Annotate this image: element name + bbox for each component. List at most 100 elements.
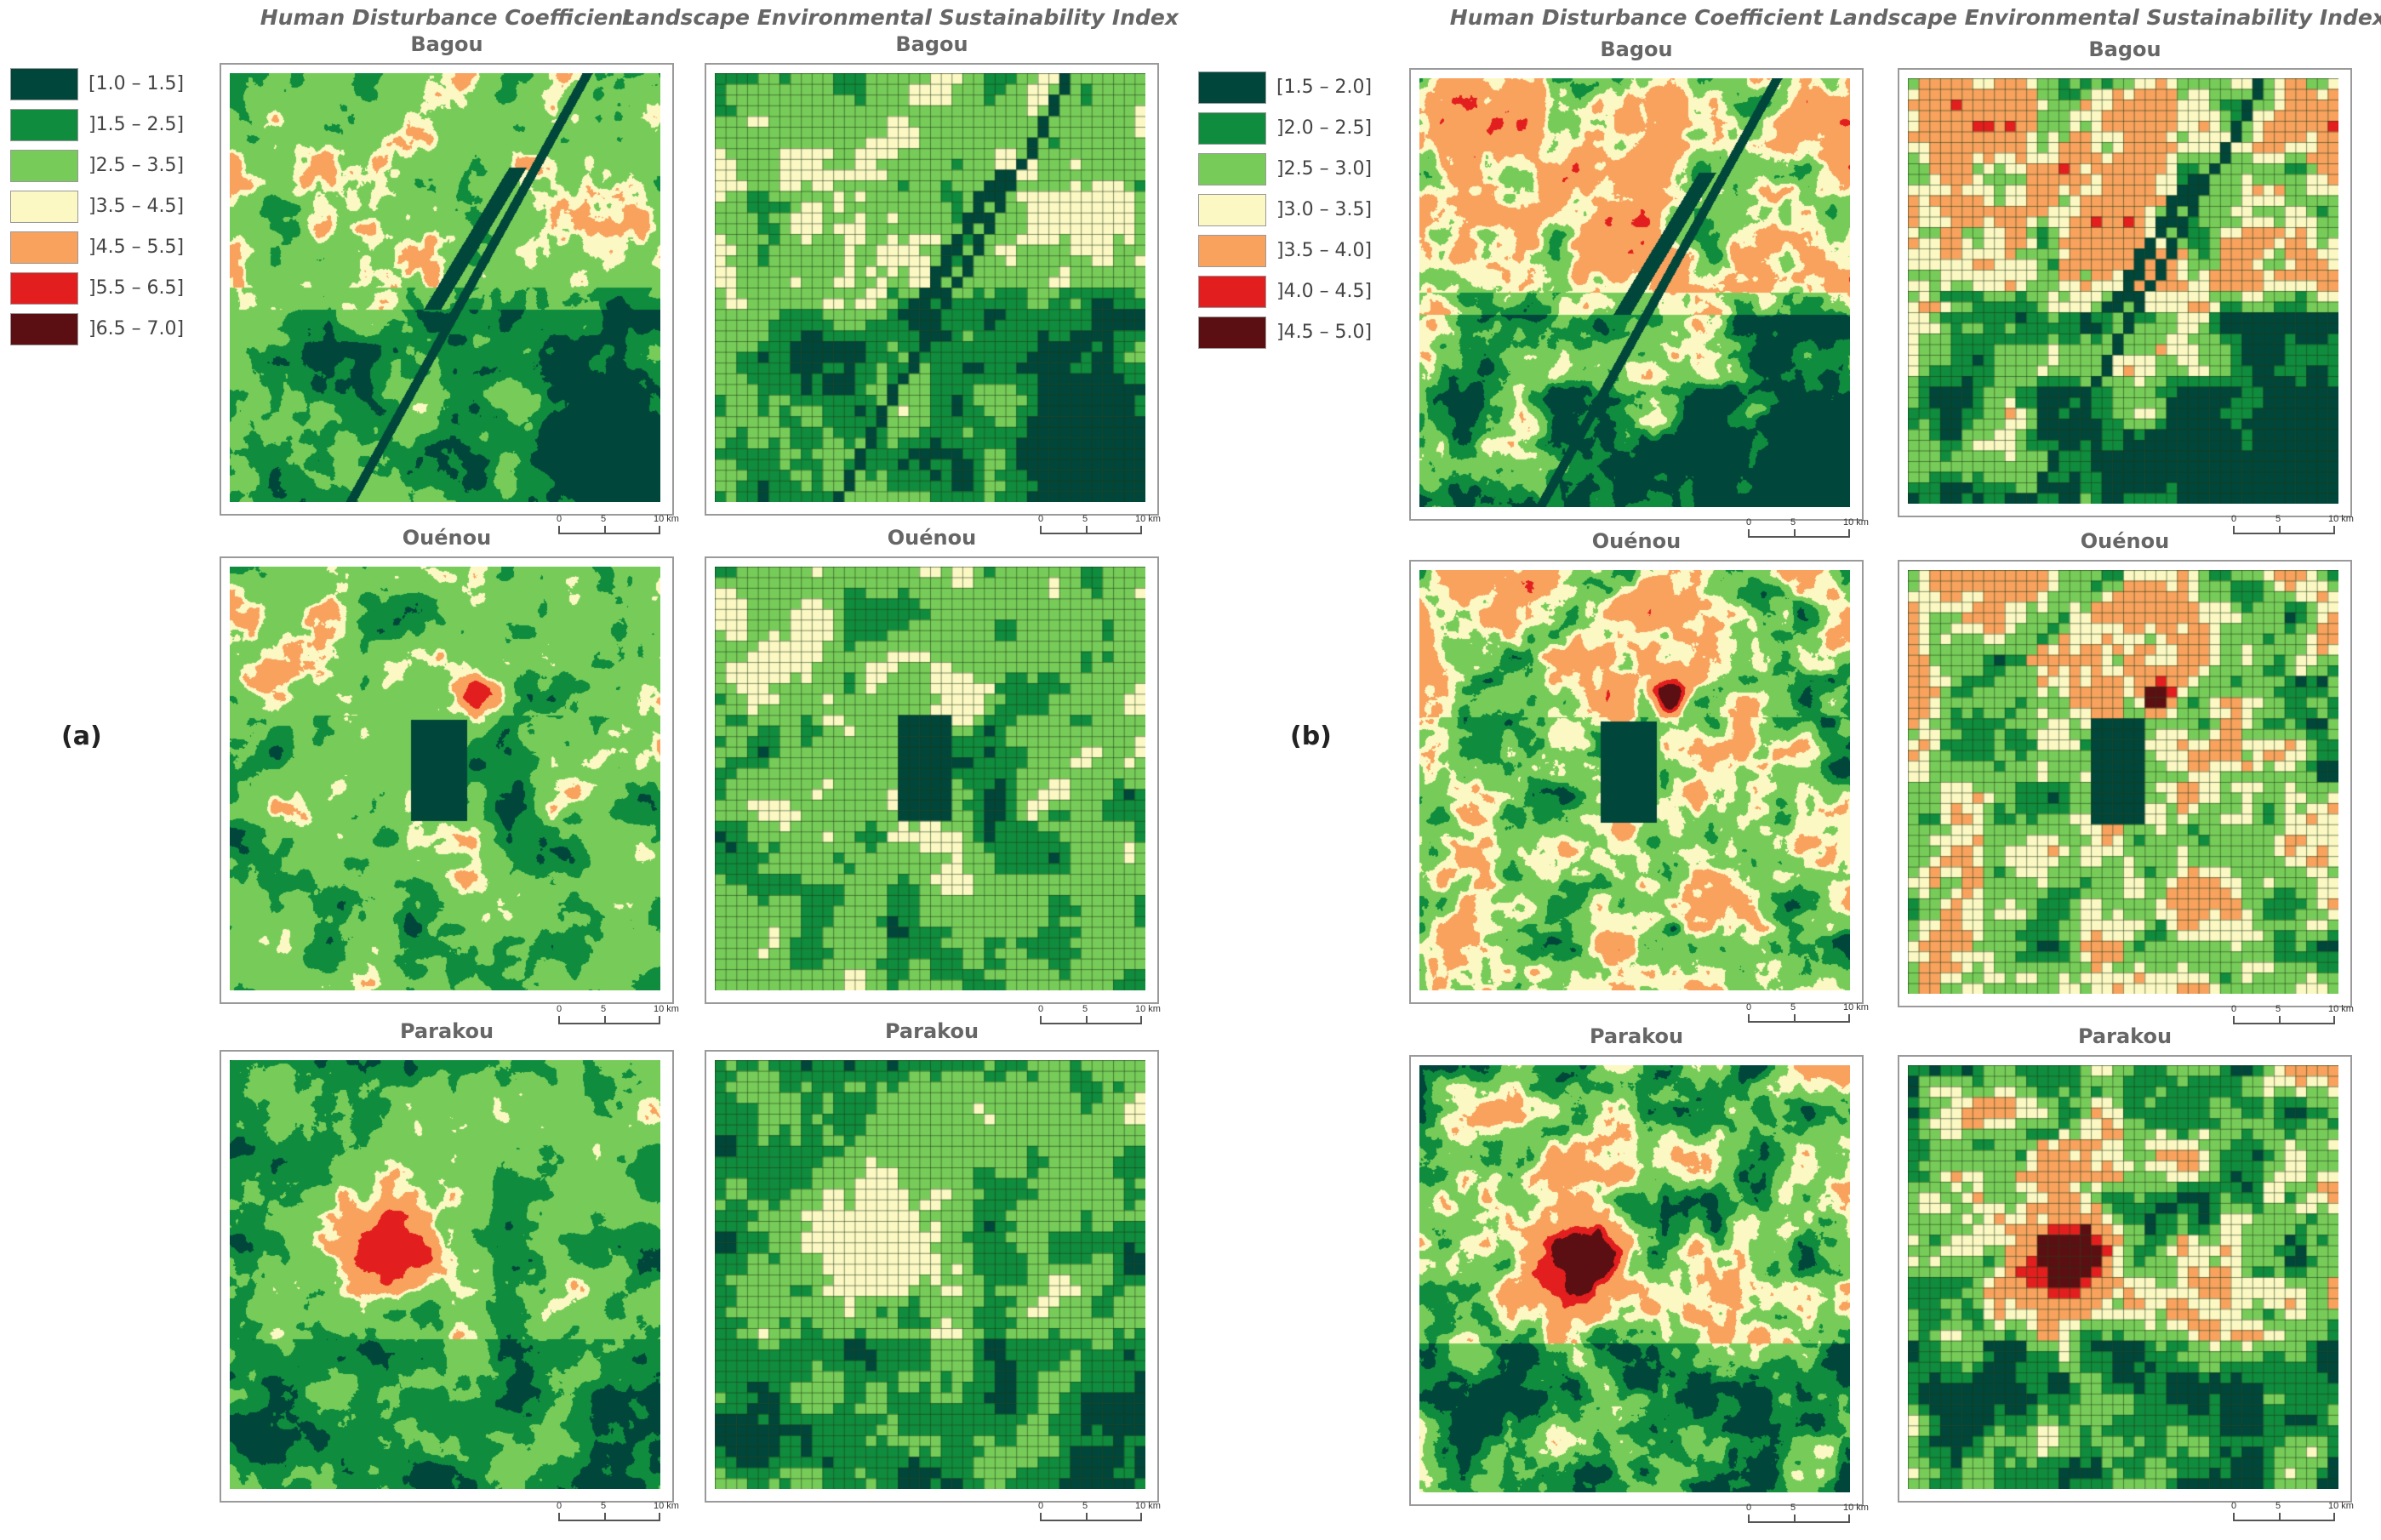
legend-swatch	[1198, 276, 1266, 308]
legend-label: ]6.5 – 7.0]	[89, 318, 185, 339]
lesi-map-ouenou	[715, 567, 1145, 990]
hdc-map-bagou	[1419, 78, 1850, 507]
legend-swatch	[10, 150, 78, 182]
map-title: Parakou	[884, 1019, 979, 1043]
scale-label: 5	[2275, 514, 2281, 524]
scale-label: 10 km	[1135, 1501, 1161, 1511]
map-frame-hdc-parakou-a	[220, 1050, 674, 1503]
lesi-map-parakou	[715, 1060, 1145, 1489]
scale-label: 10 km	[2328, 1501, 2354, 1511]
map-title: Parakou	[2077, 1024, 2173, 1048]
map-frame-lesi-bagou-b	[1898, 68, 2352, 517]
map-frame-hdc-ouenou-a	[220, 556, 674, 1004]
scale-bar: 0 5 10 km	[1746, 1503, 1876, 1540]
scale-label: 0	[2231, 1004, 2237, 1014]
scale-label: 10 km	[2328, 1004, 2354, 1014]
scale-label: 5	[2275, 1004, 2281, 1014]
legend-swatch	[10, 272, 78, 305]
map-frame-lesi-parakou-a	[705, 1050, 1159, 1503]
scale-bar: 0 5 10 km	[1038, 514, 1168, 551]
scale-label: 5	[1082, 514, 1088, 524]
scale-bar: 0 5 10 km	[2231, 514, 2361, 551]
legend-swatch	[10, 191, 78, 223]
scale-label: 10 km	[654, 514, 679, 524]
legend-label: ]5.5 – 6.5]	[89, 277, 185, 299]
legend-label: ]2.0 – 2.5]	[1276, 117, 1373, 139]
scale-label: 5	[2275, 1501, 2281, 1511]
scale-bar: 0 5 10 km	[1746, 517, 1876, 555]
scale-label: 10 km	[1135, 1004, 1161, 1014]
map-frame-hdc-bagou-a	[220, 63, 674, 516]
legend-swatch	[1198, 235, 1266, 267]
scale-label: 5	[1790, 1503, 1796, 1513]
map-frame-hdc-bagou-b	[1409, 68, 1864, 521]
scale-label: 0	[1746, 1002, 1752, 1012]
legend-label: ]3.5 – 4.5]	[89, 196, 185, 217]
scale-bar: 0 5 10 km	[557, 514, 686, 551]
scale-bar: 0 5 10 km	[1746, 1002, 1876, 1040]
map-title: Ouénou	[2080, 529, 2170, 553]
legend-swatch	[1198, 112, 1266, 145]
scale-label: 0	[1746, 1503, 1752, 1513]
column-title-lesi-a: Landscape Environmental Sustainability I…	[622, 5, 1179, 30]
map-frame-lesi-bagou-a	[705, 63, 1159, 516]
legend-swatch	[1198, 194, 1266, 226]
legend-swatch	[10, 109, 78, 141]
column-title-hdc-a: Human Disturbance Coefficient	[260, 5, 634, 30]
scale-label: 0	[1038, 1501, 1044, 1511]
legend-swatch	[1198, 317, 1266, 349]
legend-swatch	[1198, 153, 1266, 185]
scale-label: 0	[1038, 1004, 1044, 1014]
scale-label: 0	[2231, 514, 2237, 524]
scale-bar: 0 5 10 km	[557, 1501, 686, 1538]
panel-label-b: (b)	[1290, 722, 1332, 751]
legend-label: ]2.5 – 3.0]	[1276, 158, 1373, 180]
legend-label: ]4.5 – 5.5]	[89, 237, 185, 258]
legend-label: ]2.5 – 3.5]	[89, 155, 185, 176]
map-frame-hdc-ouenou-b	[1409, 560, 1864, 1004]
scale-label: 10 km	[654, 1501, 679, 1511]
legend-label: [1.0 – 1.5]	[89, 73, 185, 94]
scale-label: 0	[557, 514, 562, 524]
scale-label: 5	[1082, 1004, 1088, 1014]
column-title-hdc-b: Human Disturbance Coefficient	[1449, 5, 1824, 30]
map-title: Bagou	[410, 32, 483, 56]
map-title: Ouénou	[402, 526, 492, 550]
hdc-map-ouenou	[230, 567, 660, 990]
map-title: Parakou	[399, 1019, 494, 1043]
scale-label: 0	[557, 1501, 562, 1511]
hdc-map-ouenou	[1419, 570, 1850, 990]
scale-bar: 0 5 10 km	[2231, 1501, 2361, 1538]
column-title-lesi-b: Landscape Environmental Sustainability I…	[1830, 5, 2381, 30]
map-frame-lesi-ouenou-a	[705, 556, 1159, 1004]
map-title: Bagou	[2088, 37, 2161, 61]
scale-label: 10 km	[1135, 514, 1161, 524]
scale-label: 10 km	[2328, 514, 2354, 524]
scale-label: 0	[557, 1004, 562, 1014]
panel-label-a: (a)	[61, 722, 102, 751]
scale-label: 10 km	[1843, 1002, 1869, 1012]
lesi-map-bagou	[715, 73, 1145, 502]
scale-label: 5	[1790, 517, 1796, 528]
scale-label: 10 km	[1843, 1503, 1869, 1513]
lesi-map-bagou	[1908, 78, 2338, 504]
scale-label: 0	[1746, 517, 1752, 528]
lesi-map-ouenou	[1908, 570, 2338, 994]
scale-bar: 0 5 10 km	[1038, 1004, 1168, 1041]
legend-label: ]3.5 – 4.0]	[1276, 240, 1373, 261]
legend-swatch	[10, 231, 78, 264]
map-frame-hdc-parakou-b	[1409, 1055, 1864, 1506]
map-title: Bagou	[895, 32, 968, 56]
scale-label: 10 km	[1843, 517, 1869, 528]
scale-label: 5	[1790, 1002, 1796, 1012]
legend-label: [1.5 – 2.0]	[1276, 77, 1373, 98]
map-title: Parakou	[1589, 1024, 1684, 1048]
map-title: Ouénou	[887, 526, 977, 550]
legend-label: ]4.0 – 4.5]	[1276, 281, 1373, 302]
legend-label: ]3.0 – 3.5]	[1276, 199, 1373, 220]
hdc-map-parakou	[230, 1060, 660, 1489]
scale-label: 10 km	[654, 1004, 679, 1014]
legend-label: ]1.5 – 2.5]	[89, 114, 185, 135]
map-title: Ouénou	[1591, 529, 1682, 553]
scale-label: 0	[1038, 514, 1044, 524]
